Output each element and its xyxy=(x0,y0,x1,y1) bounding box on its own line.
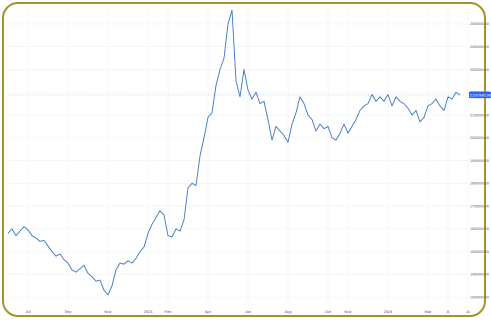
x-axis: Jul Sep Nov 2023 Feb Apr Jun Aug Oct Nov 2024 Mar A J… xyxy=(25,309,470,314)
price-badge-layer: 2187996.96 xyxy=(8,91,491,99)
y-axis: 1300000.00 1400000.00 1500000.00 1600000.00… xyxy=(470,22,489,299)
y-tick-label: 1300000.00 xyxy=(470,295,489,299)
x-tick-label: Ju xyxy=(466,309,470,314)
x-tick-label: Jun xyxy=(245,309,251,314)
y-tick-label: 2400000.00 xyxy=(470,45,489,49)
x-tick-label: Apr xyxy=(205,309,212,314)
y-tick-label: 1400000.00 xyxy=(470,273,489,277)
y-tick-label: 1500000.00 xyxy=(470,250,489,254)
y-tick-label: 2100000.00 xyxy=(470,113,489,117)
price-series-line xyxy=(7,9,461,296)
current-price-label: 2187996.96 xyxy=(470,92,491,97)
x-tick-label: Aug xyxy=(284,309,291,314)
y-tick-label: 2000000.00 xyxy=(470,136,489,140)
x-tick-label: Jul xyxy=(25,309,30,314)
x-tick-label: Oct xyxy=(325,309,332,314)
y-tick-label: 1700000.00 xyxy=(470,204,489,208)
line-layer xyxy=(7,9,461,296)
x-tick-label: A xyxy=(447,309,450,314)
x-tick-label: Nov xyxy=(344,309,351,314)
x-tick-label: Feb xyxy=(165,309,173,314)
y-tick-label: 2500000.00 xyxy=(470,22,489,26)
x-tick-label: 2024 xyxy=(384,309,394,314)
chart-frame xyxy=(2,2,486,317)
y-tick-label: 1800000.00 xyxy=(470,182,489,186)
x-tick-label: Sep xyxy=(64,309,72,314)
x-tick-label: Nov xyxy=(104,309,111,314)
x-tick-label: 2023 xyxy=(144,309,154,314)
y-tick-label: 1600000.00 xyxy=(470,227,489,231)
x-tick-label: Mar xyxy=(425,309,433,314)
current-price-badge xyxy=(469,91,491,99)
grid-layer xyxy=(8,8,469,304)
y-tick-label: 1900000.00 xyxy=(470,159,489,163)
y-tick-label: 2300000.00 xyxy=(470,68,489,72)
